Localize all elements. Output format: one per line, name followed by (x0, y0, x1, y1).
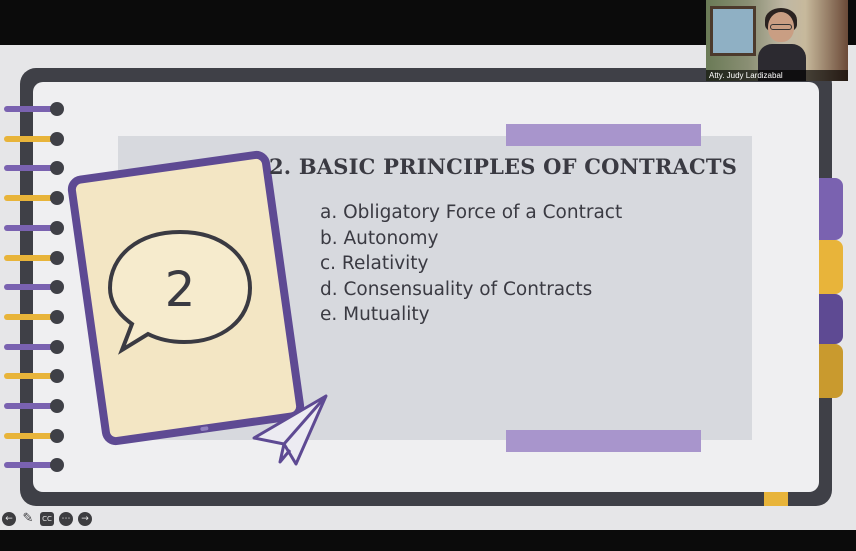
side-tab-purple-1 (818, 178, 843, 240)
list-item: e. Mutuality (320, 304, 430, 325)
captions-button[interactable]: CC (40, 512, 54, 526)
more-options-button[interactable]: ⋯ (59, 512, 73, 526)
spiral-ring-wire (4, 224, 54, 231)
spiral-ring (4, 339, 64, 354)
spiral-ring-wire (4, 165, 54, 172)
list-item: c. Relativity (320, 253, 429, 274)
spiral-ring-wire (4, 195, 54, 202)
bottom-gold-tab (764, 492, 788, 506)
spiral-ring-wire (4, 135, 54, 142)
pen-tool-button[interactable]: ✎ (22, 511, 34, 526)
spiral-ring-hole (50, 191, 64, 206)
list-item: b. Autonomy (320, 227, 439, 249)
next-slide-button[interactable]: → (78, 512, 92, 526)
bottom-accent-stripe (506, 430, 701, 452)
spiral-ring-wire (4, 313, 54, 320)
previous-slide-button[interactable]: ← (2, 512, 16, 526)
spiral-ring (4, 220, 64, 235)
spiral-ring-hole (50, 339, 64, 354)
spiral-ring-wire (4, 403, 54, 409)
spiral-ring-hole (50, 131, 64, 146)
spiral-ring-wire (4, 432, 54, 439)
video-window-background (710, 6, 756, 56)
spiral-ring (4, 309, 64, 324)
spiral-ring-hole (50, 220, 64, 235)
spiral-ring (4, 280, 64, 295)
spiral-ring-hole (50, 309, 64, 324)
spiral-ring-hole (50, 161, 64, 176)
list-item: a. Obligatory Force of a Contract (320, 202, 623, 223)
spiral-ring-hole (50, 250, 64, 265)
list-item: d. Consensuality of Contracts (320, 278, 593, 300)
spiral-ring-hole (50, 280, 64, 295)
spiral-ring-hole (50, 369, 64, 384)
spiral-ring-wire (4, 343, 54, 350)
spiral-ring (4, 428, 64, 443)
spiral-ring-wire (4, 462, 54, 469)
spiral-ring (4, 131, 64, 146)
slide-controls: ← ✎ CC ⋯ → (2, 512, 92, 526)
spiral-ring (4, 250, 64, 265)
participant-name-bar (706, 70, 848, 81)
spiral-ring (4, 161, 64, 176)
spiral-ring-wire (4, 254, 54, 261)
spiral-ring-wire (4, 284, 54, 291)
speech-bubble-icon (107, 229, 253, 355)
spiral-ring (4, 399, 64, 413)
side-tab-gold-2 (818, 344, 843, 398)
spiral-ring (4, 191, 64, 206)
top-accent-stripe (506, 124, 701, 146)
slide-title: 2. BASIC PRINCIPLES OF CONTRACTS (269, 154, 738, 179)
spiral-ring-hole (50, 102, 64, 116)
principles-list: a. Obligatory Force of a Contract b. Aut… (320, 200, 622, 328)
participant-video-thumbnail[interactable]: Atty. Judy Lardizabal (706, 0, 848, 81)
spiral-ring (4, 369, 64, 384)
spiral-ring-hole (50, 458, 64, 473)
spiral-ring (4, 458, 64, 473)
spiral-ring-wire (4, 106, 54, 112)
paper-plane-icon (252, 394, 328, 466)
side-tab-purple-2 (818, 294, 843, 344)
spiral-ring (4, 102, 64, 116)
participant-name: Atty. Judy Lardizabal (709, 71, 783, 80)
spiral-ring-hole (50, 399, 64, 413)
section-number: 2 (164, 262, 196, 318)
meeting-bottom-bar (0, 530, 856, 551)
side-tab-gold-1 (818, 240, 843, 294)
spiral-ring-wire (4, 373, 54, 380)
spiral-ring-hole (50, 428, 64, 443)
tablet-home-button (200, 426, 209, 432)
participant-glasses (770, 24, 792, 30)
